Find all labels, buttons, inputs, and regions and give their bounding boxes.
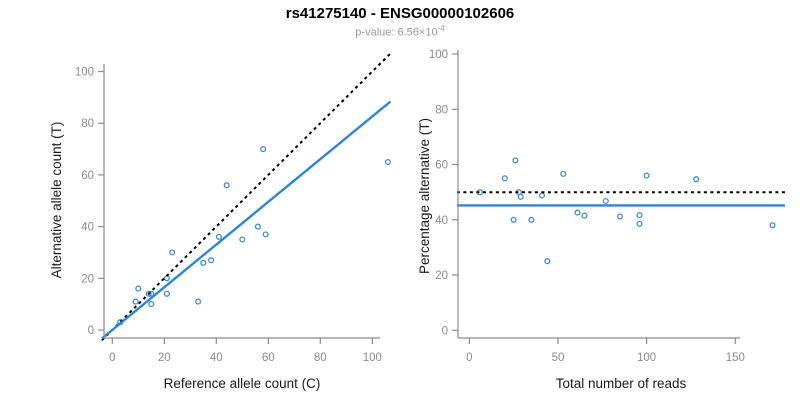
data-point [616,213,624,220]
data-point [538,192,546,199]
data-point [501,175,508,182]
right-plot: 0 50 100 150 0 20 40 60 80 100 Total number of rea… [417,49,785,391]
data-point [145,290,152,297]
data-point [239,236,246,243]
right-axes [452,50,740,344]
x-tick-label: 150 [726,352,745,364]
left-y-axis-title: Alternative allele count (T) [49,122,64,279]
data-point [148,301,155,308]
fit-line [101,100,392,340]
right-y-axis-title: Percentage alternative (T) [417,118,432,274]
y-tick-label: 80 [435,104,448,116]
x-tick-label: 40 [210,352,223,364]
y-tick-label: 60 [81,170,94,182]
data-point [636,220,643,227]
pvalue-text: p-value: 6.56×10 [355,26,438,39]
data-point [602,197,609,205]
left-x-axis-title: Reference allele count (C) [164,376,321,391]
data-point [643,172,650,179]
y-tick-label: 100 [429,49,448,61]
identity-line [101,52,392,342]
x-tick-label: 80 [314,352,327,364]
data-point [581,212,588,219]
data-point [254,223,261,230]
chart-title: rs41275140 - ENSG00000102606 [285,5,515,22]
y-tick-label: 20 [81,273,94,285]
x-tick-label: 20 [158,352,171,364]
data-point [163,290,170,297]
x-tick-label: 50 [552,352,565,364]
data-point [262,231,269,238]
data-point [574,209,581,216]
data-point [560,170,567,177]
data-point [693,176,700,183]
data-point [132,298,139,305]
data-point [636,212,643,219]
right-x-axis-title: Total number of reads [556,376,687,391]
data-point [169,249,176,256]
data-point [260,146,267,153]
data-point [544,258,551,265]
data-point [223,182,230,189]
data-point [512,157,519,164]
pvalue-exponent: -4 [437,24,445,33]
data-point [215,233,222,240]
data-point [200,259,207,266]
x-tick-label: 60 [262,352,275,364]
data-point [163,275,170,282]
y-tick-label: 0 [88,325,94,337]
data-point [769,222,776,229]
left-axes [98,64,380,344]
y-tick-label: 0 [442,325,448,337]
data-point [208,257,215,264]
data-point [384,158,391,166]
y-tick-label: 100 [75,67,94,79]
y-tick-label: 40 [81,222,94,234]
x-tick-label: 100 [363,352,382,364]
y-tick-label: 40 [435,215,448,227]
data-point [135,285,142,292]
y-tick-label: 20 [435,270,448,282]
x-tick-label: 0 [466,352,472,364]
y-tick-label: 80 [81,118,94,130]
chart-subtitle: p-value: 6.56×10-4 [0,24,800,39]
x-tick-label: 0 [109,352,115,364]
left-plot: 0 20 40 60 80 100 0 20 40 60 80 100 Reference allele… [49,52,392,391]
data-point [528,216,535,223]
data-point [510,216,517,223]
y-tick-label: 60 [435,160,448,172]
data-point [195,298,202,305]
x-tick-label: 100 [637,352,656,364]
data-point [517,193,524,200]
